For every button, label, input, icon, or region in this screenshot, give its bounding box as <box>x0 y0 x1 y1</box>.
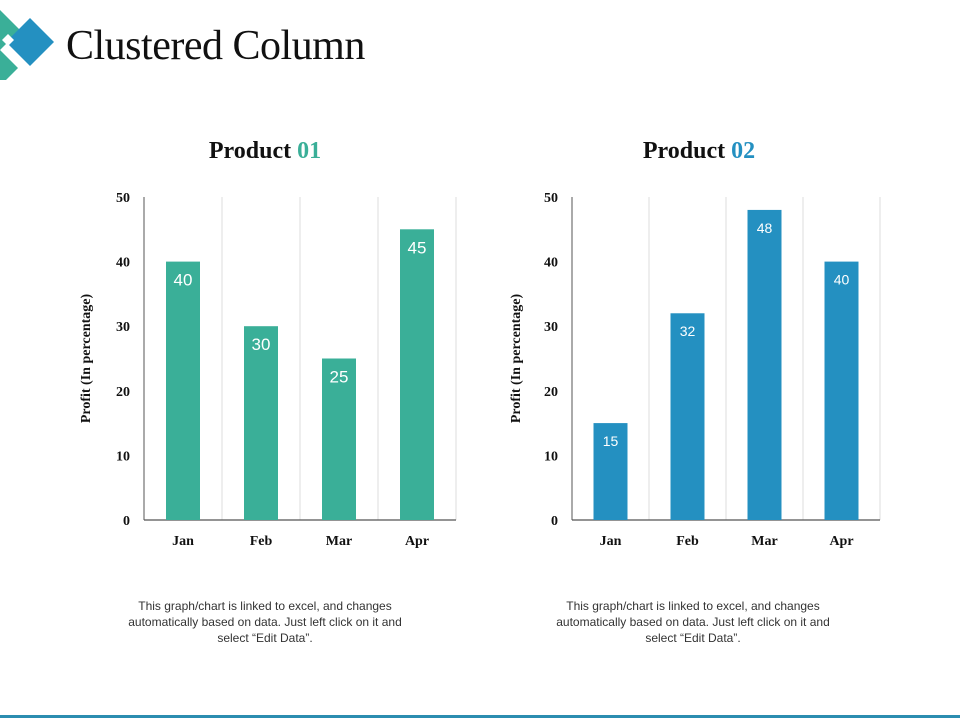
page-title: Clustered Column <box>66 23 365 69</box>
chart2-title-main: Product <box>642 138 732 164</box>
chart2-bar-jan <box>593 423 628 520</box>
chart1-bar-mar <box>322 358 356 520</box>
chart1-data-label-mar: 25 <box>330 367 349 386</box>
chart1-y-tick-label: 40 <box>116 256 130 271</box>
chart1-y-tick-label: 10 <box>116 449 130 464</box>
chart2-data-label-apr: 40 <box>834 272 850 288</box>
chart1-title: Product 01 <box>145 134 385 168</box>
chart1-x-tick-label: Mar <box>326 534 352 549</box>
chart2-x-tick-label: Feb <box>676 534 699 549</box>
chart1-bar-feb <box>244 326 278 520</box>
chart2-y-tick-label: 40 <box>544 256 558 271</box>
chart1-title-main: Product <box>208 138 298 164</box>
chart1-x-tick-label: Feb <box>250 534 273 549</box>
chart2-title-number: 02 <box>731 138 756 164</box>
chart2-x-tick-label: Mar <box>751 534 777 549</box>
chart2-y-tick-label: 0 <box>551 514 558 529</box>
chart2-y-tick-label: 30 <box>544 320 558 335</box>
chart1-data-label-jan: 40 <box>174 271 193 290</box>
chart1-y-tick-label: 20 <box>116 385 130 400</box>
chart1-y-tick-label: 0 <box>123 514 130 529</box>
chart1-y-tick-label: 50 <box>116 191 130 206</box>
chart2-y-tick-label: 20 <box>544 385 558 400</box>
diamond-logo-icon <box>0 10 54 80</box>
chart2-y-axis-title: Profit (In percentage) <box>509 293 524 423</box>
chart1-bar-jan <box>166 261 200 520</box>
chart2-title: Product 02 <box>579 134 819 168</box>
chart1-bar-apr <box>400 229 434 521</box>
footer-rule <box>0 715 960 718</box>
chart2-data-label-feb: 32 <box>680 323 696 339</box>
chart1-data-label-apr: 45 <box>408 238 427 257</box>
logo-diamond-blue <box>6 18 54 66</box>
chart2-y-tick-label: 50 <box>544 191 558 206</box>
chart1-data-label-feb: 30 <box>252 335 271 354</box>
chart2-x-tick-label: Jan <box>600 534 622 549</box>
chart1-x-tick-label: Apr <box>405 534 429 549</box>
logo-diamond-white-gap <box>2 34 14 46</box>
chart1-y-tick-label: 30 <box>116 320 130 335</box>
chart2-note: This graph/chart is linked to excel, and… <box>556 599 830 645</box>
logo-diamond-teal-lower <box>0 50 18 80</box>
chart1-y-axis-title: Profit (In percentage) <box>79 293 94 423</box>
chart2-data-label-mar: 48 <box>757 220 773 236</box>
chart2-bar-mar <box>747 209 782 521</box>
chart1-note: This graph/chart is linked to excel, and… <box>128 599 402 645</box>
chart2-bar-feb <box>670 313 705 520</box>
chart1-title-number: 01 <box>297 138 322 164</box>
chart2-x-tick-label: Apr <box>829 534 853 549</box>
chart1-x-tick-label: Jan <box>172 534 194 549</box>
chart2-y-tick-label: 10 <box>544 449 558 464</box>
chart2-data-label-jan: 15 <box>603 433 619 449</box>
chart2-bar-apr <box>824 261 859 520</box>
